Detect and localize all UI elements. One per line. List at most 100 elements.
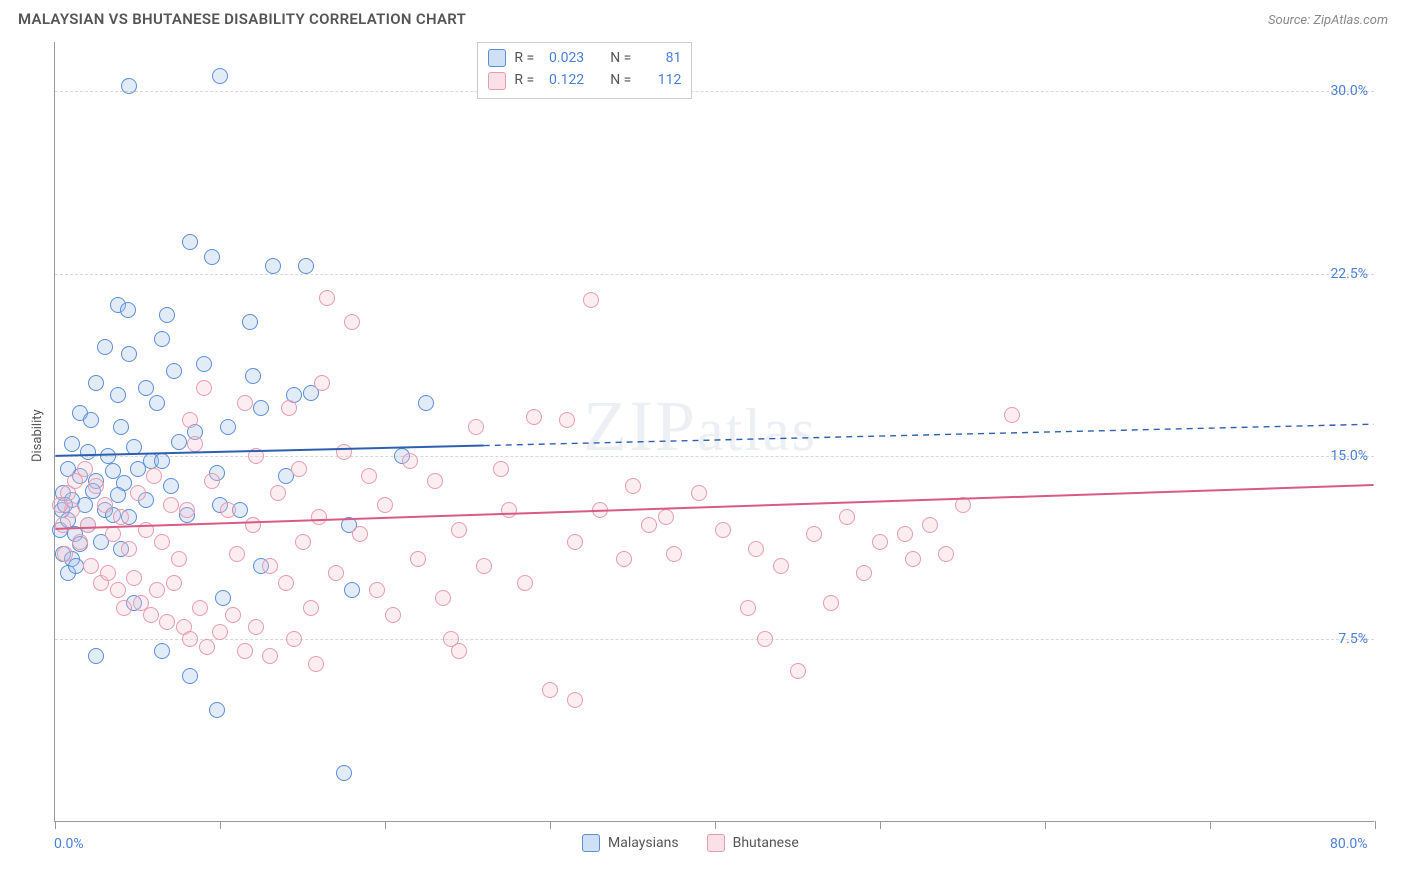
n-label: N =	[610, 69, 631, 91]
stats-legend: R =0.023N =81R =0.122N =112	[477, 42, 692, 99]
scatter-point	[922, 517, 938, 533]
chart-source: Source: ZipAtlas.com	[1268, 13, 1388, 28]
scatter-point	[567, 692, 583, 708]
trend-lines	[55, 42, 1374, 821]
scatter-point	[410, 551, 426, 567]
scatter-point	[57, 546, 73, 562]
scatter-point	[143, 607, 159, 623]
scatter-point	[311, 509, 327, 525]
scatter-point	[83, 412, 99, 428]
r-value: 0.023	[542, 47, 584, 69]
x-tick	[1045, 821, 1046, 829]
scatter-point	[385, 607, 401, 623]
scatter-point	[163, 478, 179, 494]
scatter-point	[245, 368, 261, 384]
scatter-point	[113, 419, 129, 435]
scatter-point	[248, 619, 264, 635]
r-value: 0.122	[542, 69, 584, 91]
scatter-point	[773, 558, 789, 574]
scatter-point	[308, 656, 324, 672]
scatter-point	[100, 448, 116, 464]
scatter-point	[215, 590, 231, 606]
y-tick-label: 22.5%	[1330, 266, 1368, 282]
scatter-point	[740, 600, 756, 616]
scatter-point	[182, 412, 198, 428]
x-tick	[1210, 821, 1211, 829]
scatter-point	[126, 439, 142, 455]
plot-area: 7.5%15.0%22.5%30.0%ZIPatlasR =0.023N =81…	[54, 42, 1374, 822]
scatter-point	[352, 526, 368, 542]
scatter-point	[286, 631, 302, 647]
scatter-point	[757, 631, 773, 647]
scatter-point	[435, 590, 451, 606]
scatter-point	[691, 485, 707, 501]
scatter-point	[281, 400, 297, 416]
scatter-point	[1004, 407, 1020, 423]
scatter-point	[121, 541, 137, 557]
x-origin-label: 0.0%	[54, 836, 84, 852]
x-tick	[220, 821, 221, 829]
scatter-point	[212, 68, 228, 84]
chart-header: MALAYSIAN VS BHUTANESE DISABILITY CORREL…	[0, 0, 1406, 36]
x-tick	[550, 821, 551, 829]
legend-item: Malaysians	[582, 834, 679, 852]
legend-swatch	[707, 834, 725, 852]
scatter-point	[196, 380, 212, 396]
scatter-point	[369, 582, 385, 598]
scatter-point	[229, 546, 245, 562]
scatter-point	[196, 356, 212, 372]
scatter-point	[955, 497, 971, 513]
scatter-point	[476, 558, 492, 574]
scatter-point	[68, 558, 84, 574]
scatter-point	[265, 258, 281, 274]
scatter-point	[278, 575, 294, 591]
scatter-point	[138, 522, 154, 538]
scatter-point	[179, 502, 195, 518]
scatter-point	[262, 648, 278, 664]
scatter-point	[344, 314, 360, 330]
scatter-point	[130, 461, 146, 477]
scatter-point	[319, 290, 335, 306]
scatter-point	[237, 643, 253, 659]
scatter-point	[451, 522, 467, 538]
n-value: 112	[639, 69, 681, 91]
scatter-point	[97, 339, 113, 355]
scatter-point	[77, 461, 93, 477]
x-tick	[880, 821, 881, 829]
scatter-point	[823, 595, 839, 611]
scatter-point	[938, 546, 954, 562]
scatter-point	[110, 387, 126, 403]
scatter-point	[199, 639, 215, 655]
scatter-point	[270, 485, 286, 501]
scatter-point	[806, 526, 822, 542]
scatter-point	[291, 461, 307, 477]
scatter-point	[220, 419, 236, 435]
scatter-point	[171, 551, 187, 567]
gridline	[55, 639, 1374, 640]
r-label: R =	[514, 47, 534, 69]
scatter-point	[204, 473, 220, 489]
scatter-point	[113, 509, 129, 525]
legend-label: Malaysians	[608, 835, 679, 851]
scatter-point	[159, 307, 175, 323]
chart-area: 7.5%15.0%22.5%30.0%ZIPatlasR =0.023N =81…	[18, 36, 1388, 826]
scatter-point	[583, 292, 599, 308]
scatter-point	[517, 575, 533, 591]
scatter-point	[790, 663, 806, 679]
scatter-point	[559, 412, 575, 428]
scatter-point	[105, 526, 121, 542]
scatter-point	[83, 558, 99, 574]
scatter-point	[344, 582, 360, 598]
legend-swatch	[488, 72, 506, 90]
scatter-point	[121, 346, 137, 362]
scatter-point	[493, 461, 509, 477]
scatter-point	[154, 453, 170, 469]
n-value: 81	[639, 47, 681, 69]
legend-item: Bhutanese	[707, 834, 799, 852]
scatter-point	[377, 497, 393, 513]
scatter-point	[468, 419, 484, 435]
chart-title: MALAYSIAN VS BHUTANESE DISABILITY CORREL…	[18, 10, 466, 28]
scatter-point	[126, 570, 142, 586]
x-tick	[385, 821, 386, 829]
scatter-point	[856, 565, 872, 581]
